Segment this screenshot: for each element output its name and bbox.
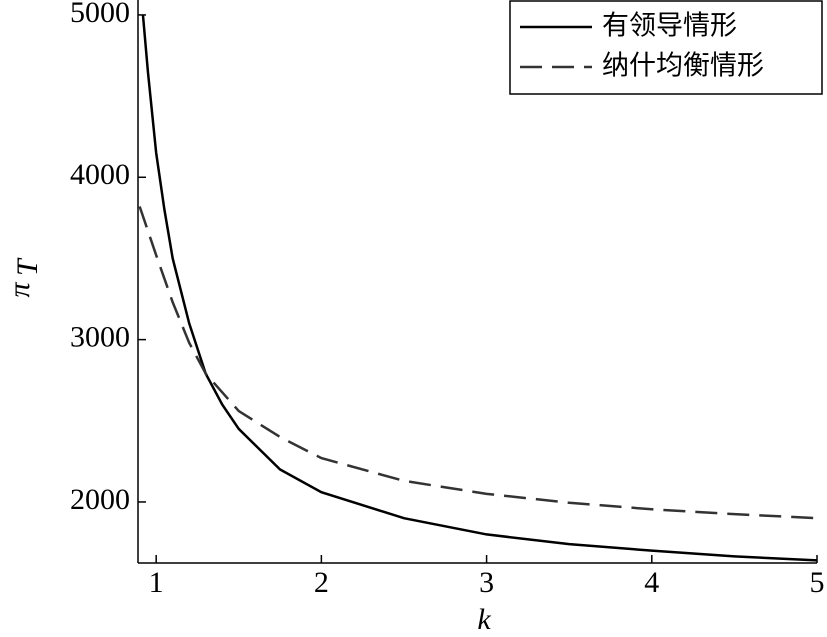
legend-label: 纳什均衡情形 bbox=[602, 51, 764, 82]
y-tick-label: 3000 bbox=[70, 321, 130, 354]
x-tick-label: 1 bbox=[149, 566, 164, 599]
y-axis-label: π bbox=[3, 282, 36, 298]
y-tick-label: 2000 bbox=[70, 483, 130, 516]
legend-box bbox=[509, 0, 823, 95]
y-tick-label: 5000 bbox=[70, 0, 130, 29]
x-tick-label: 5 bbox=[810, 566, 825, 599]
y-axis-label-sub: T bbox=[11, 257, 44, 276]
legend-label: 有领导情形 bbox=[602, 11, 737, 42]
x-axis-label: k bbox=[477, 603, 491, 636]
y-axis-label-group: π T bbox=[3, 257, 44, 298]
y-tick-label: 4000 bbox=[70, 158, 130, 191]
series-line bbox=[141, 14, 817, 562]
x-tick-label: 2 bbox=[314, 566, 329, 599]
series-line bbox=[138, 206, 817, 520]
x-tick-label: 4 bbox=[644, 566, 659, 599]
x-tick-label: 3 bbox=[479, 566, 494, 599]
